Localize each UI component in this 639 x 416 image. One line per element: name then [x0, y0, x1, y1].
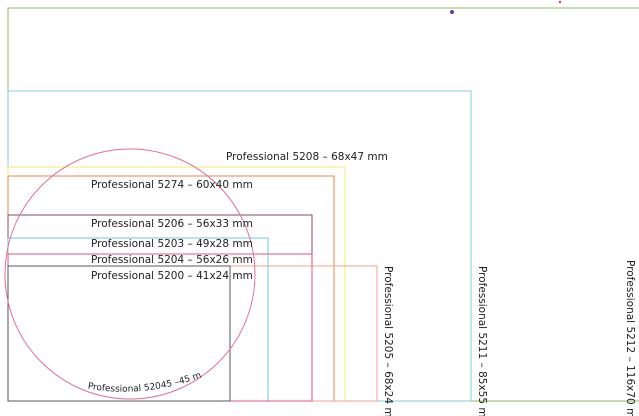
- label-rect-5208: [7, 166, 346, 402]
- label-text-5205: Professional 5205 – 68x24 mm: [382, 266, 394, 416]
- label-text-5274: Professional 5274 – 60x40 mm: [91, 179, 253, 191]
- label-rect-5274: [7, 175, 335, 402]
- label-rect-5200: [7, 265, 231, 402]
- label-circle-52045: [4, 148, 256, 400]
- label-text-5200: Professional 5200 – 41x24 mm: [91, 270, 253, 282]
- label-text-5204: Professional 5204 – 56x26 mm: [91, 254, 253, 266]
- label-text-5203: Professional 5203 – 49x28 mm: [91, 238, 253, 250]
- label-text-5212: Professional 5212 – 116x70 mm: [624, 260, 636, 416]
- label-text-5208: Professional 5208 – 68x47 mm: [226, 151, 388, 163]
- speck-mark: [450, 10, 454, 14]
- label-text-5211: Professional 5211 – 85x55 mm: [476, 266, 488, 416]
- label-text-5206: Professional 5206 – 56x33 mm: [91, 218, 253, 230]
- speck-mark: [558, 0, 562, 4]
- label-rect-5212: [7, 7, 639, 402]
- label-text-52045-path: Professional 52045 –45 mm: [0, 0, 203, 395]
- label-text-52045: Professional 52045 –45 mm: [0, 0, 203, 395]
